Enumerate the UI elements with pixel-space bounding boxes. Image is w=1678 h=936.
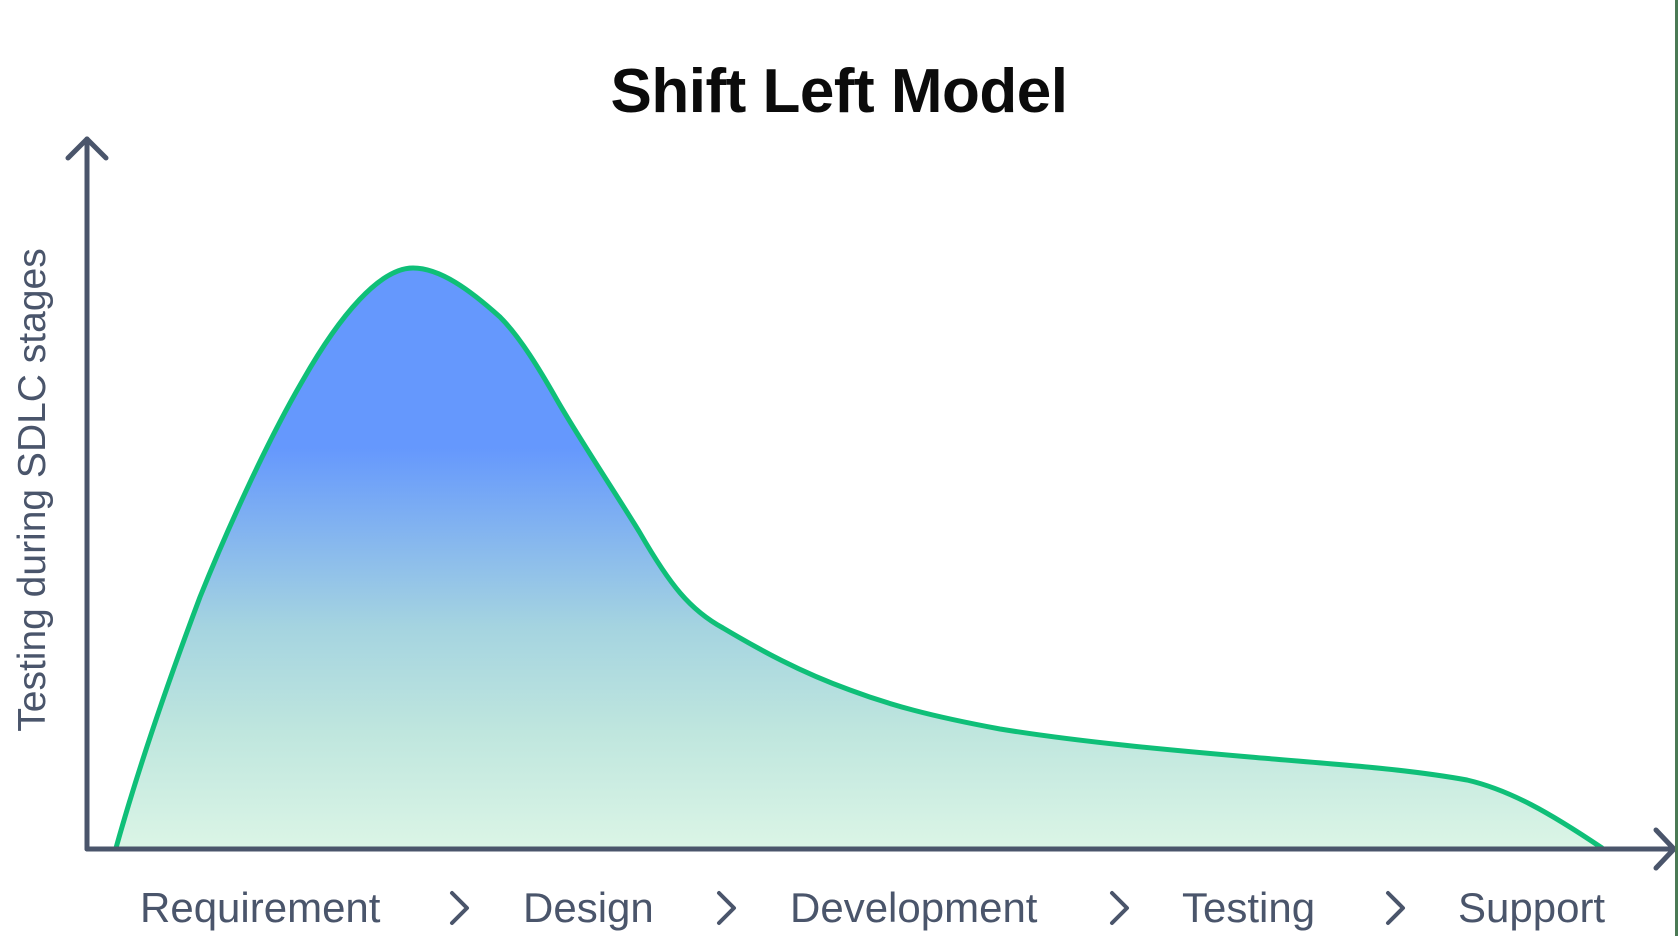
stage-label-requirement: Requirement (140, 884, 381, 931)
chevron-right-icon (1110, 891, 1129, 925)
stage-separators (450, 891, 1405, 925)
stage-label-development: Development (790, 884, 1038, 931)
stage-label-support: Support (1458, 884, 1606, 931)
y-axis (65, 136, 109, 852)
curve-line (113, 265, 1605, 851)
window-edge-bar (1675, 0, 1678, 936)
y-axis-arrow-icon (65, 136, 109, 161)
curve-area-fill (116, 268, 1602, 848)
stage-label-design: Design (523, 884, 654, 931)
chart-title: Shift Left Model (610, 57, 1068, 126)
chevron-right-icon (717, 891, 736, 925)
chevron-right-icon (450, 891, 469, 925)
chevron-right-icon (1386, 891, 1405, 925)
stage-label-testing: Testing (1182, 884, 1316, 931)
x-axis (84, 827, 1677, 871)
x-axis-arrow-icon (1653, 827, 1677, 871)
